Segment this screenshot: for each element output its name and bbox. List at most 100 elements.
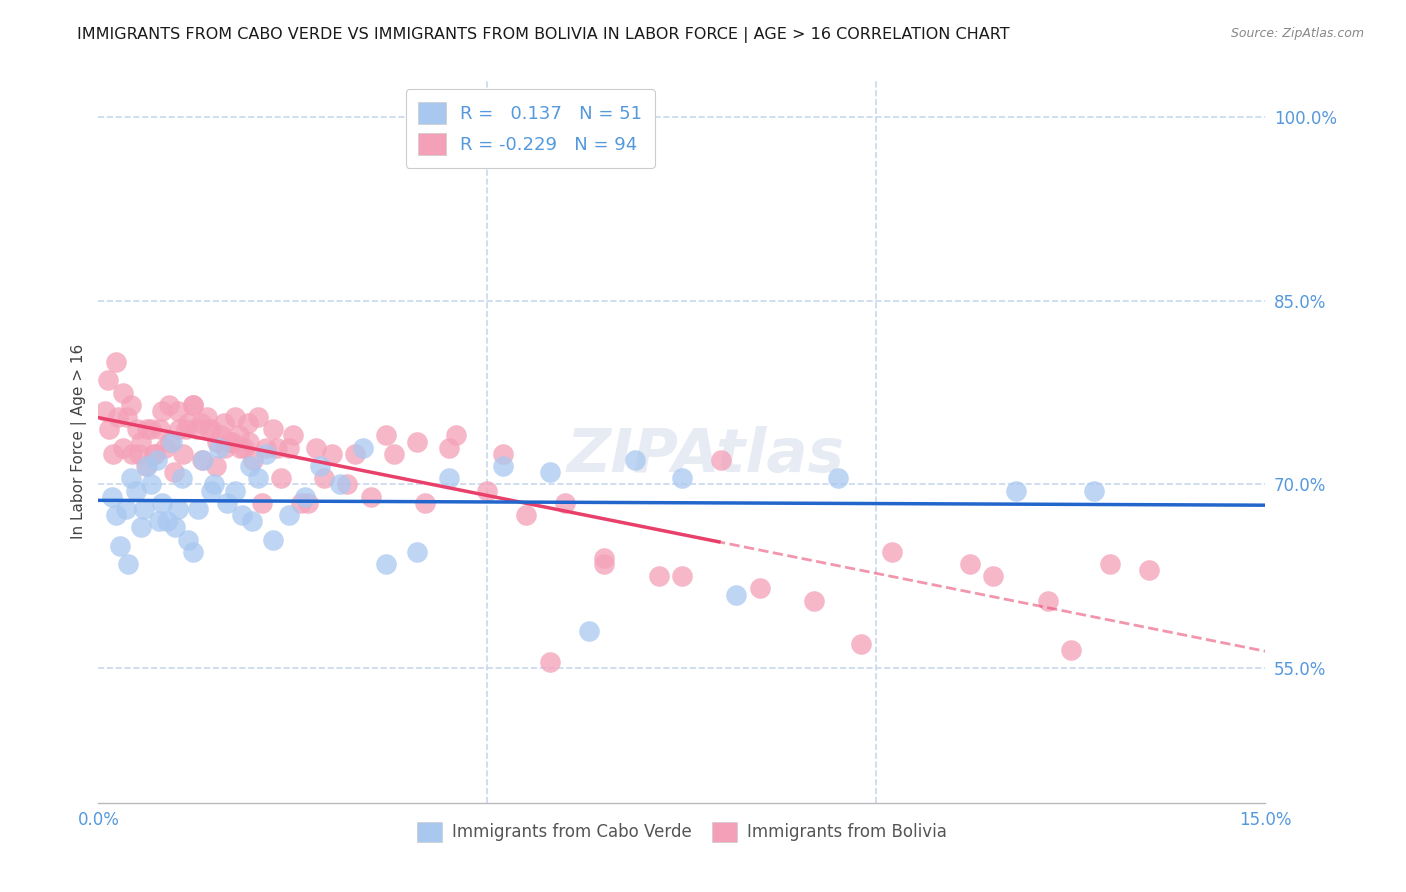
Point [150,496,173,510]
Point [262,533,284,547]
Point [1083,483,1105,498]
Point [554,496,576,510]
Point [1098,557,1121,571]
Point [208,441,231,455]
Point [224,483,246,498]
Point [238,434,260,449]
Point [195,410,218,425]
Point [200,483,222,498]
Point [224,410,246,425]
Point [135,458,157,473]
Point [239,458,262,473]
Point [111,441,134,455]
Point [214,441,236,455]
Point [193,453,215,467]
Point [129,520,152,534]
Point [174,422,197,436]
Point [139,422,162,436]
Point [172,447,194,461]
Text: IMMIGRANTS FROM CABO VERDE VS IMMIGRANTS FROM BOLIVIA IN LABOR FORCE | AGE > 16 : IMMIGRANTS FROM CABO VERDE VS IMMIGRANTS… [77,27,1010,43]
Point [135,422,157,436]
Point [352,441,374,455]
Point [191,453,214,467]
Point [104,355,127,369]
Point [101,490,124,504]
Point [981,569,1004,583]
Point [593,557,616,571]
Point [183,545,205,559]
Legend: Immigrants from Cabo Verde, Immigrants from Bolivia: Immigrants from Cabo Verde, Immigrants f… [411,815,953,848]
Point [166,502,188,516]
Point [1060,642,1083,657]
Point [200,422,222,436]
Point [382,447,405,461]
Point [153,441,176,455]
Point [375,557,398,571]
Point [236,416,259,430]
Point [593,550,616,565]
Point [278,508,301,522]
Point [849,637,872,651]
Point [229,441,252,455]
Point [205,458,228,473]
Point [803,593,825,607]
Point [129,434,152,449]
Point [156,514,179,528]
Point [135,458,157,473]
Point [329,477,352,491]
Point [437,441,460,455]
Point [321,447,343,461]
Point [266,441,288,455]
Point [202,477,225,491]
Point [344,447,367,461]
Point [163,465,186,479]
Point [172,471,194,485]
Point [312,471,335,485]
Point [1137,563,1160,577]
Point [181,398,204,412]
Point [278,441,301,455]
Point [492,458,515,473]
Point [114,502,136,516]
Point [187,502,209,516]
Point [246,471,269,485]
Point [406,545,429,559]
Point [115,410,138,425]
Point [538,655,561,669]
Point [671,471,693,485]
Point [120,398,142,412]
Point [125,483,148,498]
Point [309,458,332,473]
Point [1036,593,1059,607]
Point [538,465,561,479]
Point [270,471,292,485]
Point [183,398,205,412]
Point [146,453,169,467]
Point [219,434,242,449]
Point [228,428,250,442]
Point [959,557,981,571]
Point [162,434,184,449]
Point [297,496,319,510]
Point [157,398,180,412]
Point [149,422,172,436]
Point [231,508,253,522]
Point [190,416,212,430]
Point [254,441,277,455]
Point [177,416,200,430]
Point [446,428,468,442]
Point [336,477,359,491]
Point [375,428,398,442]
Point [624,453,647,467]
Point [360,490,382,504]
Point [209,428,232,442]
Point [215,496,238,510]
Point [242,514,264,528]
Point [250,496,273,510]
Point [121,447,143,461]
Point [214,416,236,430]
Point [515,508,537,522]
Point [143,447,166,461]
Point [150,404,173,418]
Point [305,441,328,455]
